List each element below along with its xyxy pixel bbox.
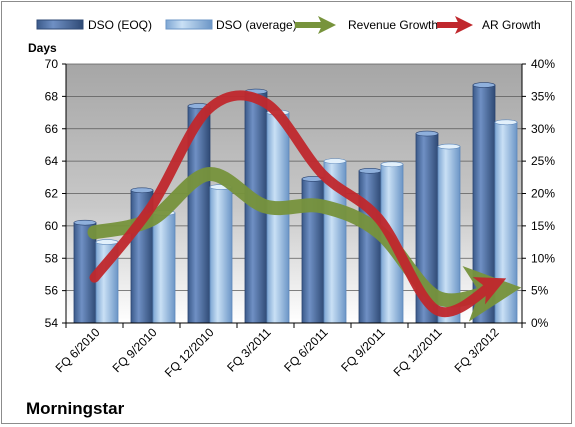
- right-tick-label: 10%: [531, 251, 555, 265]
- growth-lines: [87, 90, 522, 322]
- x-tick-label: FQ 9/2011: [338, 325, 388, 375]
- bar-dso-average-top: [380, 161, 404, 168]
- legend-item-revenue-growth: Revenue Growth: [295, 16, 438, 34]
- legend-label: DSO (EOQ): [88, 18, 152, 32]
- x-tick-label: FQ 3/2012: [452, 325, 502, 375]
- legend-item-dso-average: DSO (average): [165, 18, 297, 32]
- bar-dso-average-top: [95, 239, 119, 245]
- revenue-growth-line: [87, 167, 522, 322]
- right-tick-label: 35%: [531, 89, 555, 103]
- bar-dso-average-top: [323, 158, 347, 164]
- left-tick-labels: 54 56 58 60 62 64 66 68 70: [45, 57, 59, 330]
- bar-dso-average-top: [494, 119, 518, 126]
- bar-dso-eoq-top: [130, 187, 154, 194]
- right-tick-label: 0%: [531, 316, 549, 330]
- legend: DSO (EOQ) DSO (average) Revenue Growth A…: [36, 16, 541, 34]
- bar-dso-average: [209, 186, 233, 324]
- x-tick-label: FQ 3/2011: [224, 325, 274, 375]
- bar-dso-eoq-top: [358, 168, 382, 174]
- ar-growth-line: [89, 90, 507, 318]
- legend-swatch: [36, 19, 84, 30]
- right-tick-labels: 0% 5% 10% 15% 20% 25% 30% 35% 40%: [531, 57, 555, 330]
- right-tick-label: 25%: [531, 154, 555, 168]
- bar-dso-eoq-top: [472, 82, 496, 88]
- left-tick-label: 60: [45, 219, 59, 233]
- legend-label: DSO (average): [216, 18, 297, 32]
- axes: [62, 63, 526, 328]
- bar-dso-eoq-top: [73, 219, 97, 226]
- right-tick-label: 15%: [531, 219, 555, 233]
- left-tick-label: 68: [45, 89, 59, 103]
- brand-label: Morningstar: [26, 399, 125, 418]
- left-tick-label: 58: [45, 251, 59, 265]
- x-tick-label: FQ 9/2010: [110, 325, 160, 375]
- left-tick-label: 66: [45, 122, 59, 136]
- legend-item-ar-growth: AR Growth: [437, 16, 541, 34]
- right-tick-label: 5%: [531, 284, 549, 298]
- x-tick-label: FQ 12/2011: [391, 325, 445, 379]
- left-tick-label: 62: [45, 187, 59, 201]
- bar-dso-average-top: [437, 143, 461, 150]
- legend-swatch: [165, 19, 213, 30]
- x-tick-labels: FQ 6/2010 FQ 9/2010 FQ 12/2010 FQ 3/2011 FQ …: [53, 325, 502, 380]
- x-tick-label: FQ 12/2010: [162, 325, 217, 380]
- y-axis-title: Days: [28, 41, 57, 55]
- left-tick-label: 56: [45, 284, 59, 298]
- right-tick-label: 40%: [531, 57, 555, 71]
- left-tick-label: 54: [45, 316, 59, 330]
- right-tick-label: 20%: [531, 187, 555, 201]
- legend-label: Revenue Growth: [348, 18, 438, 32]
- x-tick-label: FQ 6/2011: [281, 325, 331, 375]
- right-tick-label: 30%: [531, 122, 555, 136]
- legend-item-dso-eoq: DSO (EOQ): [36, 18, 152, 32]
- legend-label: AR Growth: [482, 18, 541, 32]
- left-tick-label: 70: [45, 57, 59, 71]
- bar-dso-average: [266, 112, 290, 324]
- bar-dso-eoq: [358, 170, 382, 324]
- bar-dso-eoq-top: [415, 130, 439, 137]
- bar-dso-average: [152, 212, 176, 324]
- left-tick-label: 64: [45, 154, 59, 168]
- x-tick-label: FQ 6/2010: [53, 325, 103, 375]
